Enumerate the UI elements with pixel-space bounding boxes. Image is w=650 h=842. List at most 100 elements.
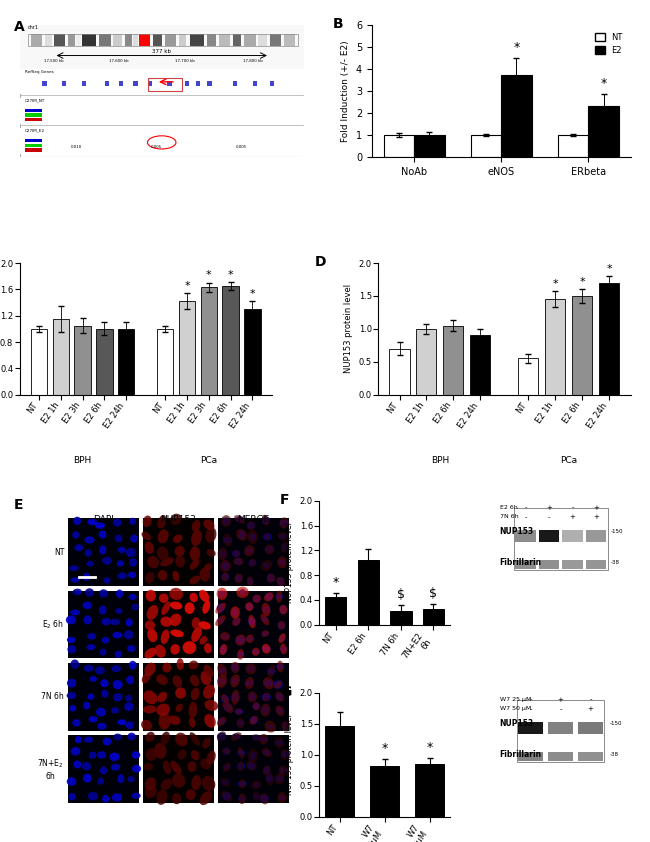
Ellipse shape: [200, 759, 211, 770]
Bar: [75, 326, 91, 395]
Ellipse shape: [216, 604, 225, 613]
Ellipse shape: [86, 644, 95, 650]
Bar: [518, 722, 543, 733]
Ellipse shape: [233, 550, 240, 557]
Ellipse shape: [172, 774, 185, 788]
Ellipse shape: [221, 791, 233, 802]
Bar: [143, 735, 214, 803]
Ellipse shape: [278, 621, 285, 630]
Ellipse shape: [75, 736, 82, 743]
Text: W7 25 μM: W7 25 μM: [500, 696, 531, 701]
Ellipse shape: [238, 781, 247, 786]
Ellipse shape: [268, 664, 275, 678]
Ellipse shape: [217, 733, 226, 740]
Text: -: -: [590, 696, 592, 702]
Bar: [45, 35, 52, 46]
Ellipse shape: [252, 734, 261, 741]
Ellipse shape: [170, 614, 181, 626]
Ellipse shape: [191, 775, 201, 790]
Ellipse shape: [142, 673, 151, 684]
Text: +: +: [593, 514, 599, 520]
Ellipse shape: [237, 718, 244, 728]
Text: 7N+E$_2$
6h: 7N+E$_2$ 6h: [38, 758, 64, 781]
Bar: [370, 766, 399, 817]
Ellipse shape: [245, 677, 254, 689]
Bar: [196, 81, 200, 86]
Ellipse shape: [67, 637, 75, 643]
Bar: [588, 106, 619, 157]
Text: *: *: [206, 270, 212, 280]
Ellipse shape: [200, 568, 210, 581]
Text: W7 50 μM: W7 50 μM: [500, 706, 531, 711]
Ellipse shape: [283, 722, 289, 731]
Ellipse shape: [145, 777, 156, 791]
Ellipse shape: [220, 560, 231, 573]
Bar: [325, 597, 346, 625]
Bar: [270, 35, 281, 46]
Text: 17,500 kb: 17,500 kb: [44, 59, 64, 63]
Ellipse shape: [82, 762, 91, 770]
Ellipse shape: [237, 649, 244, 660]
Bar: [105, 81, 109, 86]
Ellipse shape: [276, 594, 283, 600]
Bar: [415, 764, 444, 817]
Bar: [190, 35, 204, 46]
Ellipse shape: [266, 573, 275, 583]
Text: NT: NT: [54, 547, 64, 557]
Ellipse shape: [251, 781, 261, 789]
Text: MERGE: MERGE: [237, 515, 269, 524]
Ellipse shape: [246, 637, 254, 642]
Ellipse shape: [245, 603, 254, 610]
Bar: [218, 663, 289, 731]
Ellipse shape: [217, 674, 227, 688]
Ellipse shape: [161, 616, 172, 626]
Ellipse shape: [277, 578, 285, 586]
Ellipse shape: [99, 589, 108, 598]
Ellipse shape: [205, 527, 216, 543]
Ellipse shape: [260, 793, 268, 804]
Bar: [325, 726, 354, 817]
Bar: [31, 35, 42, 46]
Ellipse shape: [70, 659, 79, 669]
Bar: [218, 35, 230, 46]
Ellipse shape: [83, 774, 92, 782]
Ellipse shape: [274, 680, 282, 689]
Ellipse shape: [156, 674, 168, 685]
Text: NUP153: NUP153: [500, 527, 534, 536]
Ellipse shape: [70, 577, 80, 583]
Bar: [218, 518, 289, 586]
Ellipse shape: [239, 780, 246, 788]
Bar: [515, 560, 536, 569]
Bar: [358, 560, 379, 625]
Ellipse shape: [118, 719, 126, 725]
Bar: [54, 35, 65, 46]
Ellipse shape: [199, 589, 209, 602]
Text: *: *: [250, 289, 255, 299]
Bar: [253, 81, 257, 86]
Bar: [62, 81, 66, 86]
Ellipse shape: [262, 603, 270, 616]
Ellipse shape: [191, 688, 200, 701]
Text: *: *: [333, 577, 339, 589]
Ellipse shape: [84, 737, 93, 743]
Ellipse shape: [248, 615, 255, 628]
Ellipse shape: [250, 717, 257, 724]
Bar: [548, 752, 573, 761]
Ellipse shape: [238, 761, 244, 771]
Ellipse shape: [161, 630, 169, 644]
Ellipse shape: [203, 664, 213, 677]
Ellipse shape: [102, 795, 109, 802]
Ellipse shape: [262, 706, 269, 714]
Ellipse shape: [259, 737, 268, 742]
Bar: [168, 81, 172, 86]
Y-axis label: Fold Induction (+/- E2): Fold Induction (+/- E2): [341, 40, 350, 142]
Ellipse shape: [265, 545, 274, 555]
Ellipse shape: [231, 733, 240, 739]
Ellipse shape: [246, 761, 257, 770]
Bar: [31, 329, 47, 395]
Ellipse shape: [252, 735, 260, 740]
Ellipse shape: [98, 722, 107, 730]
Ellipse shape: [200, 791, 212, 805]
Ellipse shape: [276, 577, 285, 586]
Bar: [20, 98, 304, 124]
